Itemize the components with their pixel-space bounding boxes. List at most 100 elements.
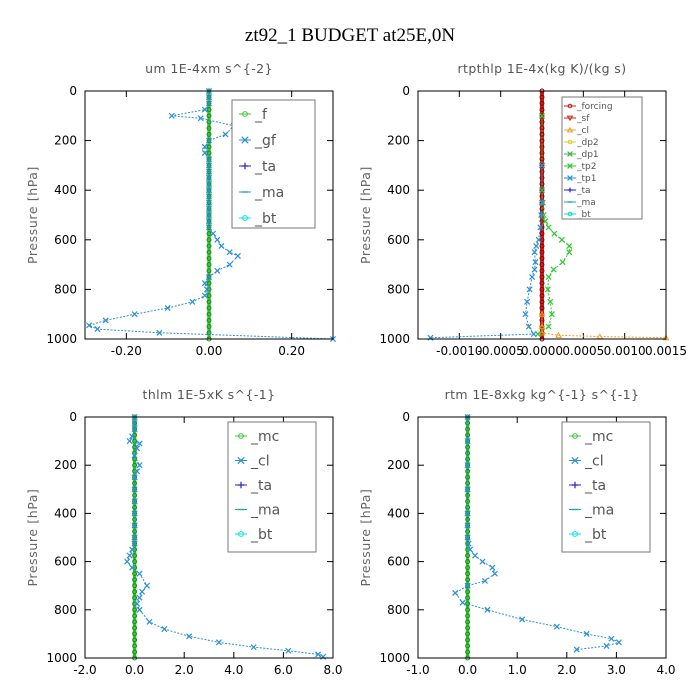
series-marker bbox=[522, 311, 529, 318]
series-marker bbox=[465, 474, 471, 480]
series-marker bbox=[539, 255, 545, 261]
series-marker bbox=[538, 199, 546, 206]
y-axis-label: Pressure [hPa] bbox=[25, 166, 40, 264]
legend-swatch-marker bbox=[567, 163, 573, 169]
series-marker bbox=[129, 546, 136, 553]
x-tick-label: -0.20 bbox=[111, 344, 142, 358]
series-tp1 bbox=[427, 162, 546, 341]
series-marker bbox=[530, 331, 537, 338]
series-marker bbox=[132, 523, 138, 528]
series-marker bbox=[539, 107, 545, 113]
y-axis-label: Pressure [hPa] bbox=[358, 166, 373, 264]
x-tick-label: 4.0 bbox=[224, 663, 243, 677]
legend-swatch-marker bbox=[567, 103, 573, 109]
series-marker bbox=[529, 273, 536, 281]
figure-title: zt92_1 BUDGET at25E,0N bbox=[245, 25, 455, 46]
series-marker bbox=[206, 150, 212, 156]
series-marker bbox=[131, 311, 138, 318]
series-marker bbox=[205, 218, 213, 225]
y-tick-label: 800 bbox=[54, 282, 77, 296]
series-marker bbox=[131, 540, 138, 547]
series-gf bbox=[86, 87, 337, 343]
legend-label: _cl bbox=[576, 126, 589, 136]
panel-title: rtpthlp 1E-4x(kg K)/(kg s) bbox=[457, 61, 626, 76]
series-marker bbox=[524, 298, 531, 305]
series-marker bbox=[132, 595, 138, 601]
x-tick-label: 0.0 bbox=[125, 663, 144, 677]
series-marker bbox=[545, 323, 552, 330]
series-marker bbox=[134, 445, 141, 452]
series-marker bbox=[539, 249, 545, 255]
series-marker bbox=[206, 237, 212, 243]
y-tick-label: 0 bbox=[69, 410, 77, 424]
series-marker bbox=[555, 331, 563, 338]
x-tick-label: 2.0 bbox=[557, 663, 576, 677]
series-marker bbox=[201, 149, 208, 157]
series-marker bbox=[132, 637, 138, 643]
legend-swatch-marker bbox=[242, 215, 248, 221]
legend-box bbox=[231, 99, 316, 229]
y-tick-label: 0 bbox=[402, 410, 410, 424]
series-marker bbox=[102, 317, 109, 324]
series-marker bbox=[132, 631, 138, 637]
series-marker bbox=[206, 305, 212, 311]
series-marker bbox=[86, 322, 93, 329]
series-marker bbox=[132, 649, 138, 655]
legend-swatch-marker bbox=[241, 136, 249, 144]
series-marker bbox=[464, 438, 471, 445]
y-tick-label: 600 bbox=[387, 233, 410, 247]
series-marker bbox=[131, 486, 138, 493]
series-marker bbox=[205, 94, 213, 101]
legend-swatch-marker bbox=[238, 531, 244, 537]
series-marker bbox=[539, 237, 545, 243]
series-marker bbox=[124, 558, 131, 565]
series-marker bbox=[539, 262, 545, 268]
legend-swatch-marker bbox=[566, 126, 574, 133]
series-marker bbox=[94, 326, 101, 333]
series-marker bbox=[206, 119, 212, 125]
series-marker bbox=[205, 273, 213, 281]
series-marker bbox=[538, 310, 546, 317]
series-marker bbox=[126, 438, 133, 445]
series-marker bbox=[539, 299, 545, 305]
series-marker bbox=[491, 570, 498, 577]
series-marker bbox=[134, 600, 141, 607]
legend-swatch-marker bbox=[567, 187, 573, 193]
series-marker bbox=[139, 588, 146, 595]
x-tick-label: -1.0 bbox=[406, 663, 429, 677]
series-marker bbox=[525, 323, 532, 330]
legend-label: _mc bbox=[584, 429, 613, 445]
series-marker bbox=[205, 199, 213, 206]
series-marker bbox=[489, 564, 496, 571]
legend-label: _ma bbox=[584, 502, 614, 518]
series-marker bbox=[484, 606, 491, 613]
legend-swatch-marker bbox=[567, 151, 573, 157]
series-marker bbox=[550, 266, 557, 273]
legend-swatch-marker bbox=[571, 481, 579, 489]
panel-1: um 1E-4xm s^{-2} Pressure [hPa] 0 200 400 600… bbox=[25, 61, 337, 358]
series-marker bbox=[545, 273, 552, 281]
legend-label: _dp1 bbox=[576, 150, 599, 160]
series-marker bbox=[206, 280, 212, 286]
series-marker bbox=[126, 552, 133, 559]
series-marker bbox=[206, 262, 212, 268]
series-marker bbox=[539, 156, 545, 162]
series-marker bbox=[206, 169, 212, 175]
legend-swatch-marker bbox=[237, 456, 245, 465]
series-marker bbox=[206, 268, 212, 274]
y-tick-label: 0 bbox=[402, 84, 410, 98]
series-marker bbox=[558, 236, 565, 243]
y-tick-label: 800 bbox=[54, 603, 77, 617]
legend-swatch-marker bbox=[567, 175, 573, 181]
series-cl bbox=[538, 310, 670, 341]
y-tick-label: 1000 bbox=[46, 332, 77, 346]
x-tick-label: -0.0005 bbox=[478, 344, 524, 358]
series-marker bbox=[538, 112, 546, 119]
series-marker bbox=[472, 552, 479, 559]
series-marker bbox=[603, 642, 610, 649]
series-marker bbox=[465, 583, 471, 589]
series-marker bbox=[320, 653, 327, 660]
legend-label: _gf bbox=[254, 133, 277, 149]
panel-title: thlm 1E-5xK s^{-1} bbox=[143, 387, 276, 402]
series-marker bbox=[161, 626, 168, 633]
